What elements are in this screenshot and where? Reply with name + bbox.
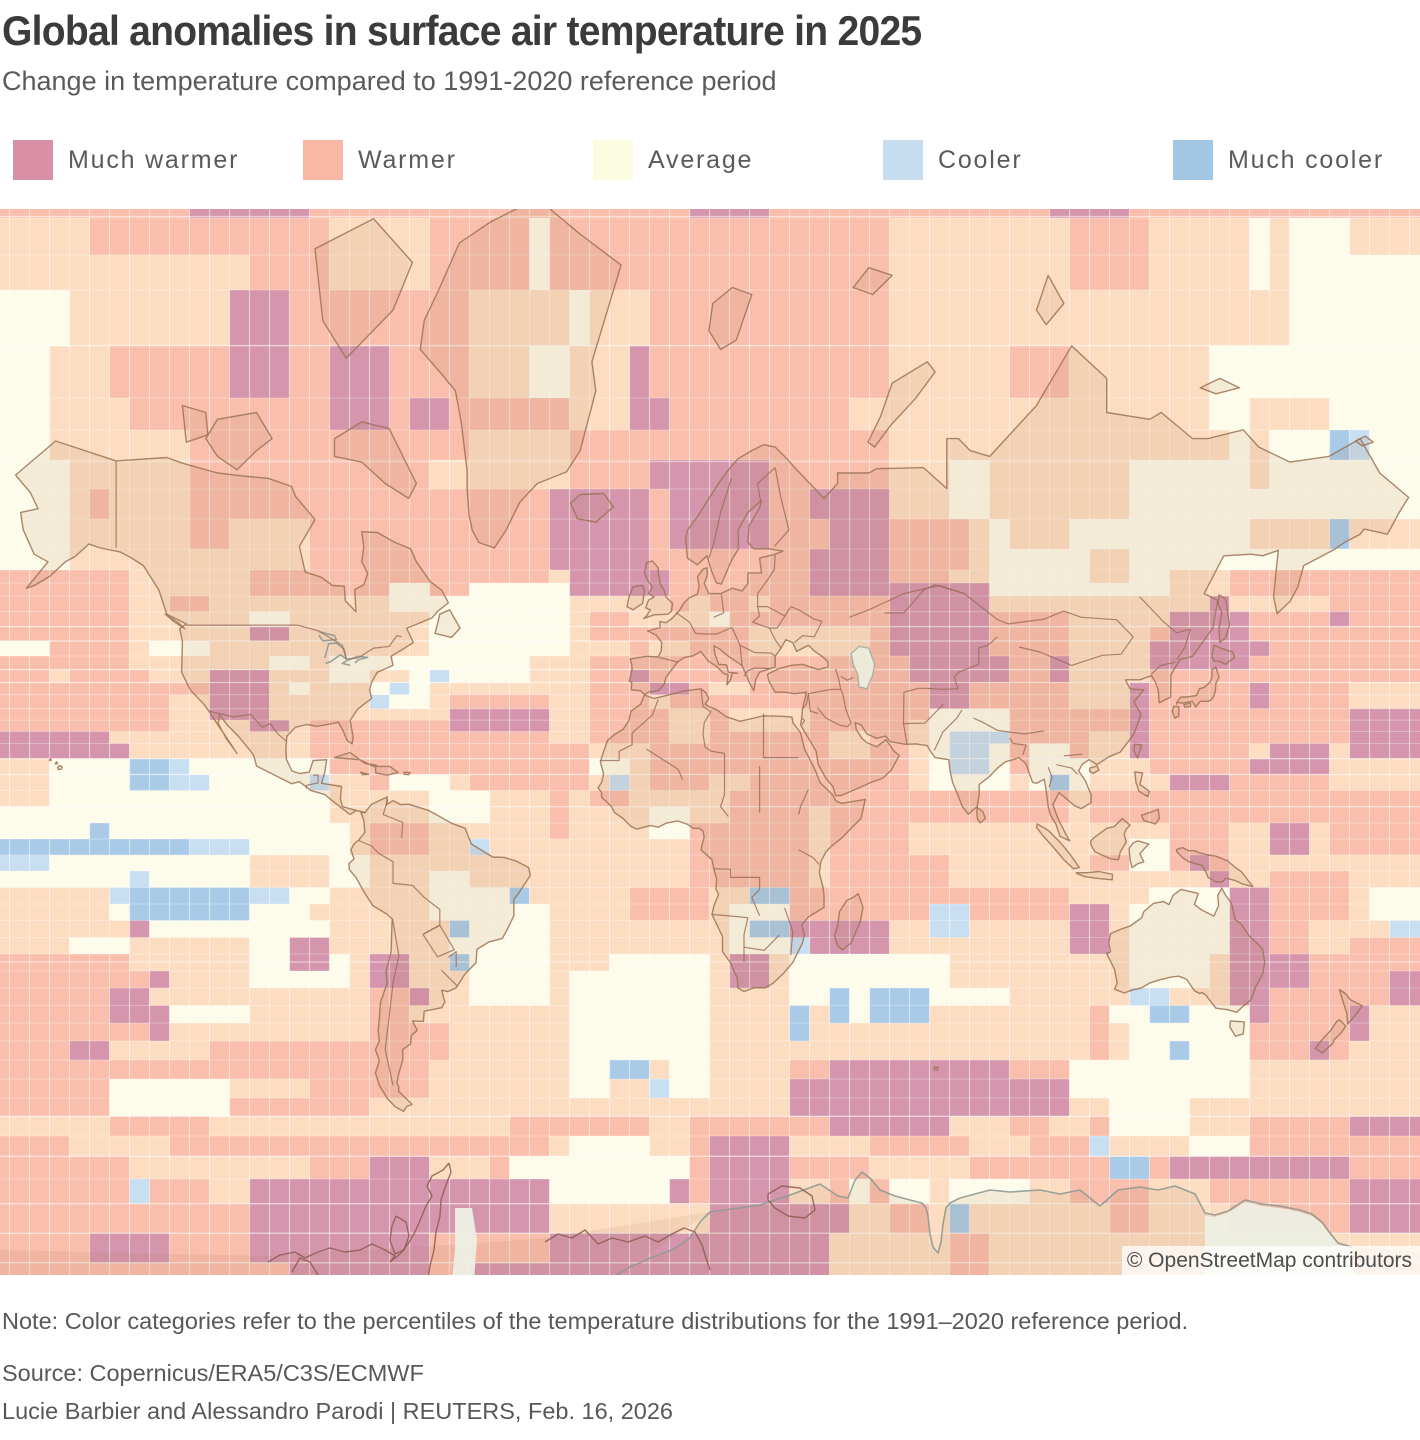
svg-text:© OpenStreetMap contributors: © OpenStreetMap contributors [1127, 1249, 1412, 1272]
